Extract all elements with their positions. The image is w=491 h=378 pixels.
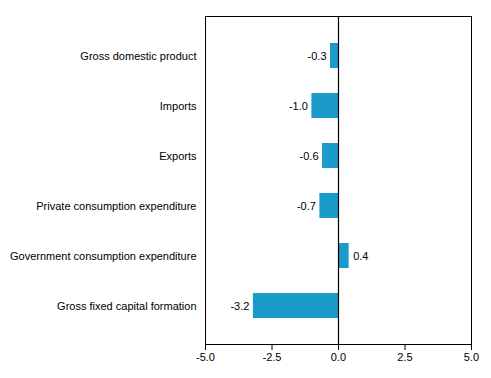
svg-text:Gross domestic product: Gross domestic product [80, 50, 196, 62]
svg-text:Exports: Exports [159, 150, 197, 162]
svg-text:-5.0: -5.0 [196, 351, 215, 363]
svg-text:-0.6: -0.6 [300, 150, 319, 162]
svg-text:-3.2: -3.2 [230, 300, 249, 312]
svg-text:0.0: 0.0 [331, 351, 346, 363]
svg-text:-1.0: -1.0 [289, 100, 308, 112]
svg-text:-0.3: -0.3 [308, 50, 327, 62]
svg-text:5.0: 5.0 [464, 351, 479, 363]
svg-text:Imports: Imports [160, 100, 197, 112]
svg-text:Government consumption expendi: Government consumption expenditure [10, 250, 197, 262]
svg-text:0.4: 0.4 [353, 250, 368, 262]
svg-text:Gross fixed capital formation: Gross fixed capital formation [57, 300, 196, 312]
svg-text:2.5: 2.5 [397, 351, 412, 363]
svg-text:Private consumption expenditur: Private consumption expenditure [36, 200, 196, 212]
svg-text:-2.5: -2.5 [263, 351, 282, 363]
svg-text:-0.7: -0.7 [297, 200, 316, 212]
